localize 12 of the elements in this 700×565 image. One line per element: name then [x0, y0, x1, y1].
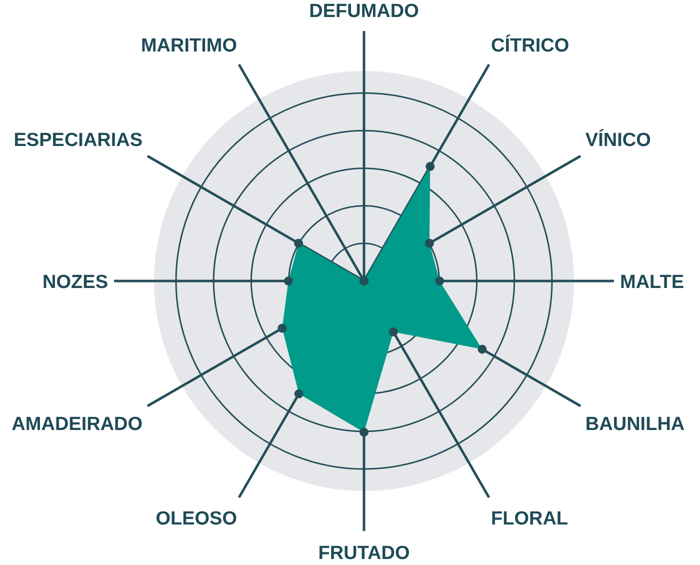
- spoke-label: NOZES: [42, 272, 108, 293]
- spoke-label: FRUTADO: [318, 543, 410, 564]
- spoke-label: FLORAL: [491, 508, 568, 530]
- spoke-label: MARITIMO: [140, 36, 237, 57]
- spoke-label: BAUNILHA: [585, 414, 685, 435]
- spoke-label: ESPECIARIAS: [14, 130, 143, 151]
- spoke-label: VÍNICO: [585, 129, 651, 151]
- spoke-label: OLEOSO: [156, 508, 237, 530]
- spoke-label: MALTE: [620, 272, 684, 293]
- spoke-label: AMADEIRADO: [12, 414, 143, 435]
- spoke-label: CÍTRICO: [491, 34, 570, 57]
- spoke-label: DEFUMADO: [309, 1, 419, 22]
